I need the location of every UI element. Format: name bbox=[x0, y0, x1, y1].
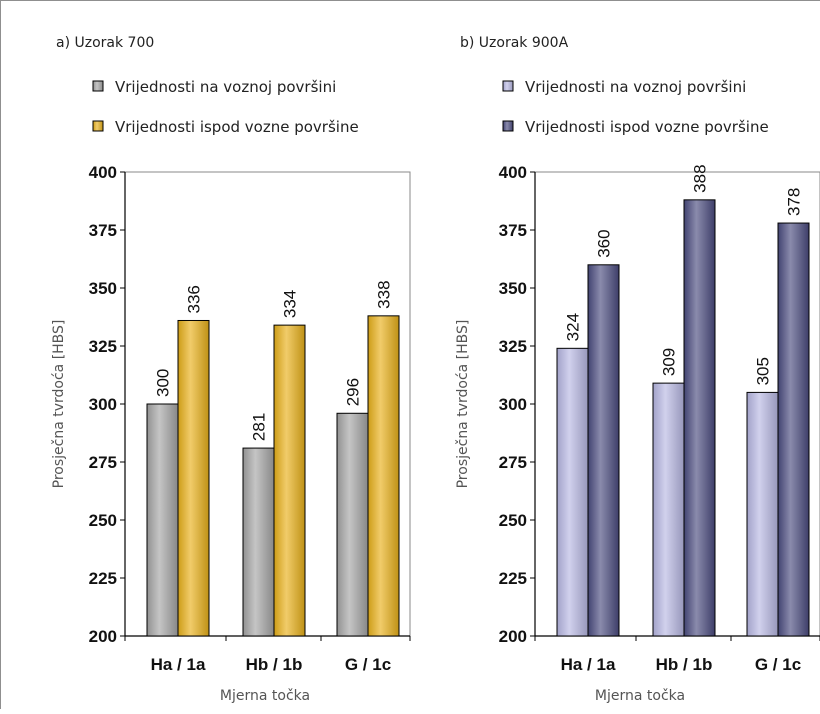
data-label-0-1-1: 334 bbox=[281, 290, 300, 318]
y-tick-label-1-8: 200 bbox=[499, 627, 527, 646]
data-label-1-2-0: 305 bbox=[754, 357, 773, 385]
y-axis-title-1: Prosječna tvrdoća [HBS] bbox=[455, 320, 471, 489]
category-label-0-0: Ha / 1a bbox=[151, 655, 206, 674]
category-label-1-0: Ha / 1a bbox=[561, 655, 616, 674]
legend-swatch-1-1 bbox=[502, 120, 514, 132]
bar-1-2-1 bbox=[777, 222, 810, 637]
legend-label-0-0: Vrijednosti na voznoj površini bbox=[115, 78, 336, 96]
y-tick-label-0-7: 225 bbox=[89, 569, 117, 588]
category-label-0-1: Hb / 1b bbox=[246, 655, 303, 674]
bar-1-1-1 bbox=[683, 199, 716, 637]
y-tick-label-0-6: 250 bbox=[89, 511, 117, 530]
bar-0-1-1 bbox=[273, 324, 306, 637]
y-tick-label-0-4: 300 bbox=[89, 395, 117, 414]
bar-1-1-0 bbox=[652, 382, 685, 637]
legend-label-1-1: Vrijednosti ispod vozne površine bbox=[525, 118, 769, 136]
data-label-1-1-0: 309 bbox=[660, 348, 679, 376]
y-tick-label-1-6: 250 bbox=[499, 511, 527, 530]
bar-0-1-0 bbox=[242, 447, 275, 637]
y-tick-label-1-2: 350 bbox=[499, 279, 527, 298]
bar-0-0-0 bbox=[146, 403, 179, 637]
data-label-1-1-1: 388 bbox=[691, 164, 710, 192]
y-tick-label-1-1: 375 bbox=[499, 221, 527, 240]
bar-1-0-0 bbox=[556, 347, 589, 637]
y-tick-label-1-4: 300 bbox=[499, 395, 527, 414]
data-label-0-2-1: 338 bbox=[375, 280, 394, 308]
y-tick-label-0-8: 200 bbox=[89, 627, 117, 646]
legend-label-1-0: Vrijednosti na voznoj površini bbox=[525, 78, 746, 96]
category-label-0-2: G / 1c bbox=[345, 655, 391, 674]
bar-0-2-0 bbox=[336, 412, 369, 637]
y-tick-label-0-2: 350 bbox=[89, 279, 117, 298]
y-tick-label-1-3: 325 bbox=[499, 337, 527, 356]
legend-swatch-0-0 bbox=[92, 80, 104, 92]
y-tick-label-0-0: 400 bbox=[89, 163, 117, 182]
y-tick-label-0-1: 375 bbox=[89, 221, 117, 240]
category-label-1-2: G / 1c bbox=[755, 655, 801, 674]
y-tick-label-1-5: 275 bbox=[499, 453, 527, 472]
x-axis-title-0: Mjerna točka bbox=[220, 688, 310, 704]
y-tick-label-0-3: 325 bbox=[89, 337, 117, 356]
data-label-0-2-0: 296 bbox=[344, 378, 363, 406]
data-label-1-2-1: 378 bbox=[785, 188, 804, 216]
x-axis-title-1: Mjerna točka bbox=[595, 688, 685, 704]
chart-1-title: b) Uzorak 900A bbox=[460, 35, 569, 51]
y-tick-label-1-0: 400 bbox=[499, 163, 527, 182]
legend-swatch-1-0 bbox=[502, 80, 514, 92]
y-axis-title-0: Prosječna tvrdoća [HBS] bbox=[51, 320, 67, 489]
bar-1-2-0 bbox=[746, 391, 779, 637]
y-tick-label-1-7: 225 bbox=[499, 569, 527, 588]
bar-0-2-1 bbox=[367, 315, 400, 637]
category-label-1-1: Hb / 1b bbox=[656, 655, 713, 674]
bar-1-0-1 bbox=[587, 264, 620, 637]
y-tick-label-0-5: 275 bbox=[89, 453, 117, 472]
data-label-0-1-0: 281 bbox=[250, 413, 269, 441]
data-label-0-0-0: 300 bbox=[154, 369, 173, 397]
legend-label-0-1: Vrijednosti ispod vozne površine bbox=[115, 118, 359, 136]
chart-0-title: a) Uzorak 700 bbox=[56, 35, 154, 51]
data-label-1-0-1: 360 bbox=[595, 229, 614, 257]
legend-swatch-0-1 bbox=[92, 120, 104, 132]
data-label-1-0-0: 324 bbox=[564, 313, 583, 341]
data-label-0-0-1: 336 bbox=[185, 285, 204, 313]
bar-0-0-1 bbox=[177, 319, 210, 637]
